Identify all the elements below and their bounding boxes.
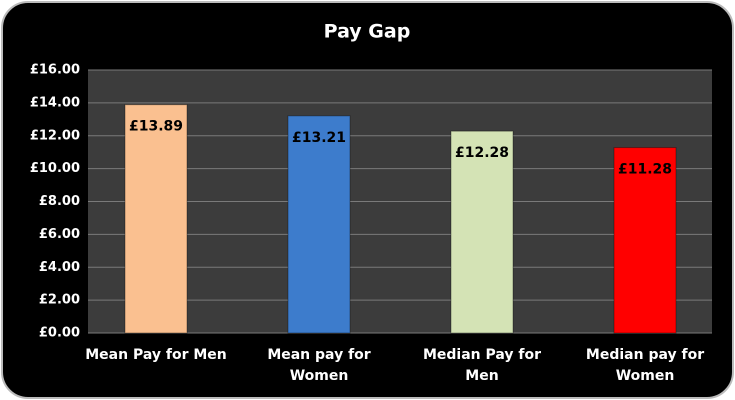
bar — [450, 130, 514, 334]
data-label: £11.28 — [618, 162, 672, 178]
x-tick-label: Median Pay for Men — [422, 347, 542, 384]
bar — [124, 104, 188, 334]
bar — [613, 147, 677, 334]
y-tick-label: £6.00 — [39, 227, 80, 242]
y-tick-label: £2.00 — [39, 293, 80, 308]
y-tick-label: £14.00 — [30, 95, 80, 110]
x-tick-label: Mean pay for Women — [267, 347, 371, 384]
y-tick-label: £8.00 — [39, 194, 80, 209]
chart-title: Pay Gap — [324, 21, 411, 43]
data-label: £12.28 — [455, 145, 509, 161]
x-tick-label: Median pay for Women — [585, 347, 705, 384]
y-tick-label: £4.00 — [39, 260, 80, 275]
y-tick-label: £16.00 — [30, 63, 80, 78]
x-tick-label: Mean Pay for Men — [85, 347, 227, 363]
y-tick-label: £12.00 — [30, 128, 80, 143]
data-label: £13.89 — [129, 119, 183, 135]
y-tick-label: £10.00 — [30, 161, 80, 176]
y-tick-label: £0.00 — [39, 326, 80, 341]
data-label: £13.21 — [292, 130, 346, 146]
bar — [287, 115, 351, 334]
